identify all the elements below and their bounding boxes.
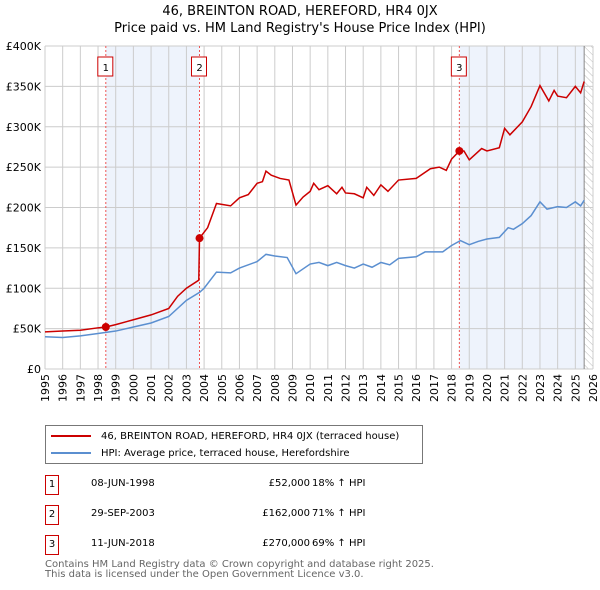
y-tick-label: £200K <box>6 202 42 215</box>
hpi-diff: 71% ↑ HPI <box>312 508 366 519</box>
legend-label: HPI: Average price, terraced house, Here… <box>101 447 350 459</box>
x-tick-label: 2007 <box>251 374 264 402</box>
x-tick-label: 2002 <box>163 374 176 402</box>
series-line <box>44 199 585 339</box>
sale-marker-box <box>191 56 208 77</box>
x-tick-label: 2025 <box>569 374 582 402</box>
price: £52,000 <box>268 478 310 489</box>
date: 08-JUN-1998 <box>91 478 155 489</box>
x-tick-label: 2011 <box>322 374 335 402</box>
legend: 46, BREINTON ROAD, HEREFORD, HR4 0JX (te… <box>45 425 423 464</box>
sale-marker-box <box>97 56 114 77</box>
x-tick-label: 1998 <box>92 374 105 402</box>
x-tick-label: 2021 <box>499 374 512 402</box>
sale-point <box>455 146 464 155</box>
x-tick-label: 2014 <box>375 374 388 402</box>
y-tick-label: £0 <box>27 363 41 376</box>
date: 29-SEP-2003 <box>91 508 155 519</box>
x-tick-label: 2012 <box>340 374 353 402</box>
hpi-diff: 18% ↑ HPI <box>312 478 366 489</box>
x-tick-label: 2006 <box>233 374 246 402</box>
marker-badge: 3 <box>45 535 59 555</box>
x-tick-label: 2017 <box>428 374 441 402</box>
legend-swatch <box>51 452 91 454</box>
x-tick-label: 2018 <box>446 374 459 402</box>
chart-subtitle: Price paid vs. HM Land Registry's House … <box>114 21 486 36</box>
x-tick-label: 2010 <box>304 374 317 402</box>
x-tick-label: 2000 <box>127 374 140 402</box>
hpi-diff: 69% ↑ HPI <box>312 538 366 549</box>
sale-marker-box <box>450 56 467 77</box>
sale-point <box>101 323 110 332</box>
marker-badge: 1 <box>45 475 59 495</box>
x-tick-label: 2005 <box>216 374 229 402</box>
x-tick-label: 2015 <box>393 374 406 402</box>
footer: Contains HM Land Registry data © Crown c… <box>45 560 434 580</box>
y-tick-label: £300K <box>6 121 42 134</box>
marker-badge: 2 <box>45 505 59 525</box>
y-tick-label: £50K <box>13 323 42 336</box>
sale-point <box>195 234 204 243</box>
price-chart: 1995 1996 1997 1998 1999 2000 2001 2002 2003 2004… <box>6 40 600 402</box>
x-tick-label: 2001 <box>145 374 158 402</box>
x-tick-label: 2003 <box>180 374 193 402</box>
series-line <box>44 81 585 333</box>
y-tick-label: £100K <box>6 282 42 295</box>
footer-line: Contains HM Land Registry data © Crown c… <box>45 559 434 570</box>
x-tick-label: 2019 <box>463 374 476 402</box>
x-tick-label: 2016 <box>410 374 423 402</box>
chart-title: 46, BREINTON ROAD, HEREFORD, HR4 0JX <box>162 4 438 19</box>
sale-marker-label: 2 <box>196 63 202 74</box>
sale-marker-label: 3 <box>456 63 462 74</box>
x-tick-label: 1997 <box>74 374 87 402</box>
x-tick-label: 1995 <box>39 374 52 402</box>
price: £270,000 <box>262 538 310 549</box>
legend-swatch <box>51 435 91 437</box>
legend-label: 46, BREINTON ROAD, HEREFORD, HR4 0JX (te… <box>101 430 400 442</box>
date: 11-JUN-2018 <box>91 538 155 549</box>
y-tick-label: £250K <box>6 161 42 174</box>
y-tick-label: £350K <box>6 80 42 93</box>
x-tick-label: 2024 <box>552 374 565 402</box>
x-tick-label: 2013 <box>357 374 370 402</box>
y-tick-label: £400K <box>6 40 42 53</box>
x-tick-label: 2009 <box>286 374 299 402</box>
x-tick-label: 2020 <box>481 374 494 402</box>
legend-item-hpi: HPI: Average price, terraced house, Here… <box>51 445 349 461</box>
x-tick-label: 1999 <box>110 374 123 402</box>
footer-line: This data is licensed under the Open Gov… <box>45 569 364 580</box>
y-tick-label: £150K <box>6 242 42 255</box>
x-tick-label: 2022 <box>516 374 529 402</box>
x-tick-label: 2004 <box>198 374 211 402</box>
legend-item-property: 46, BREINTON ROAD, HEREFORD, HR4 0JX (te… <box>51 428 399 444</box>
price: £162,000 <box>262 508 310 519</box>
x-tick-label: 1996 <box>57 374 70 402</box>
x-tick-label: 2008 <box>269 374 282 402</box>
x-tick-label: 2026 <box>587 374 600 402</box>
x-tick-label: 2023 <box>534 374 547 402</box>
sale-marker-label: 1 <box>103 63 109 74</box>
